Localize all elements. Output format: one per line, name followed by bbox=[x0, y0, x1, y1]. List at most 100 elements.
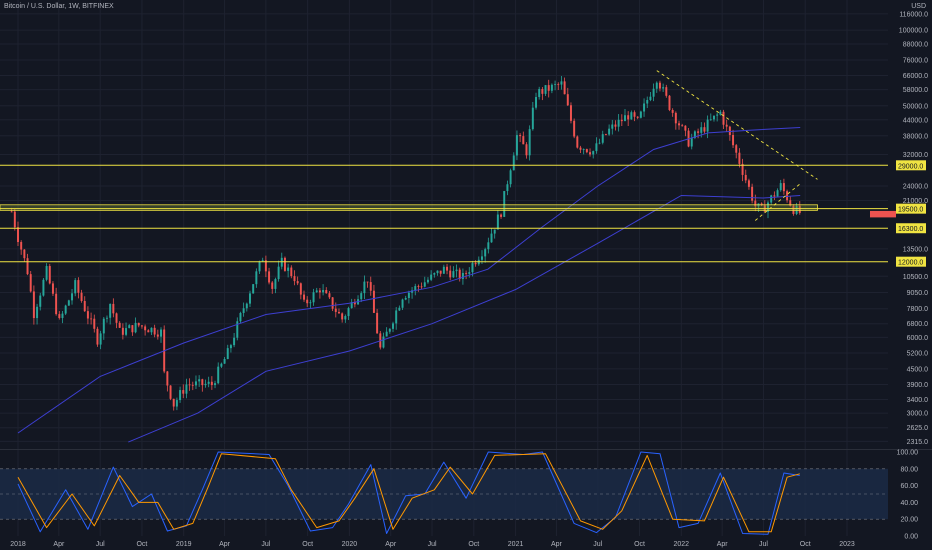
candle-body[interactable] bbox=[433, 273, 436, 275]
oscillator-line[interactable] bbox=[17, 451, 800, 535]
candle-body[interactable] bbox=[426, 279, 429, 283]
candle-body[interactable] bbox=[760, 203, 763, 206]
candle-body[interactable] bbox=[360, 293, 363, 300]
candle-body[interactable] bbox=[560, 81, 563, 85]
candle-body[interactable] bbox=[331, 297, 334, 309]
candle-body[interactable] bbox=[420, 286, 423, 288]
candle-body[interactable] bbox=[236, 321, 239, 338]
candle-body[interactable] bbox=[86, 311, 89, 319]
candle-body[interactable] bbox=[544, 85, 547, 94]
candle-body[interactable] bbox=[77, 280, 80, 293]
candle-body[interactable] bbox=[649, 96, 652, 101]
candle-body[interactable] bbox=[26, 258, 29, 275]
candle-body[interactable] bbox=[455, 269, 458, 272]
candle-body[interactable] bbox=[423, 282, 426, 287]
candle-body[interactable] bbox=[93, 318, 96, 329]
candle-body[interactable] bbox=[147, 330, 150, 333]
candle-body[interactable] bbox=[719, 111, 722, 115]
candle-body[interactable] bbox=[509, 170, 512, 185]
candle-body[interactable] bbox=[191, 384, 194, 386]
candle-body[interactable] bbox=[179, 390, 182, 401]
candle-body[interactable] bbox=[293, 276, 296, 282]
candle-body[interactable] bbox=[369, 282, 372, 291]
candle-body[interactable] bbox=[160, 329, 162, 337]
candle-body[interactable] bbox=[614, 124, 617, 127]
candle-body[interactable] bbox=[71, 293, 74, 301]
candle-body[interactable] bbox=[39, 295, 42, 307]
candle-body[interactable] bbox=[706, 119, 709, 132]
candle-body[interactable] bbox=[185, 384, 188, 394]
candle-body[interactable] bbox=[668, 95, 671, 110]
candle-body[interactable] bbox=[500, 214, 503, 217]
candle-body[interactable] bbox=[697, 131, 700, 133]
candle-body[interactable] bbox=[716, 114, 719, 116]
candle-body[interactable] bbox=[598, 142, 601, 144]
candle-body[interactable] bbox=[36, 306, 39, 319]
candle-body[interactable] bbox=[290, 267, 293, 277]
candle-body[interactable] bbox=[102, 318, 105, 334]
oscillator-line[interactable] bbox=[17, 453, 800, 533]
candle-body[interactable] bbox=[547, 85, 550, 91]
candle-body[interactable] bbox=[484, 249, 487, 257]
candle-body[interactable] bbox=[201, 379, 204, 386]
candle-body[interactable] bbox=[353, 302, 356, 305]
candle-body[interactable] bbox=[128, 325, 131, 329]
candle-body[interactable] bbox=[767, 202, 769, 212]
candle-body[interactable] bbox=[277, 266, 280, 280]
candle-body[interactable] bbox=[728, 126, 731, 136]
candle-body[interactable] bbox=[74, 280, 77, 294]
candle-body[interactable] bbox=[738, 152, 741, 164]
candle-body[interactable] bbox=[29, 274, 32, 292]
candle-body[interactable] bbox=[430, 274, 433, 280]
trendline[interactable] bbox=[755, 183, 801, 221]
candle-body[interactable] bbox=[207, 381, 210, 384]
candle-body[interactable] bbox=[112, 303, 115, 314]
candle-body[interactable] bbox=[703, 127, 706, 132]
candle-body[interactable] bbox=[446, 266, 449, 271]
candle-body[interactable] bbox=[366, 281, 369, 283]
candle-body[interactable] bbox=[496, 214, 499, 230]
candle-body[interactable] bbox=[512, 155, 515, 171]
candle-body[interactable] bbox=[99, 333, 102, 345]
candle-body[interactable] bbox=[782, 183, 785, 192]
candle-body[interactable] bbox=[17, 227, 19, 243]
candle-body[interactable] bbox=[582, 149, 585, 150]
candle-body[interactable] bbox=[795, 205, 798, 214]
candle-body[interactable] bbox=[690, 137, 693, 147]
candle-body[interactable] bbox=[67, 300, 70, 306]
candle-body[interactable] bbox=[169, 385, 172, 399]
candle-body[interactable] bbox=[96, 328, 99, 345]
candle-body[interactable] bbox=[312, 292, 315, 303]
candle-body[interactable] bbox=[786, 191, 789, 201]
candle-body[interactable] bbox=[105, 317, 108, 319]
candle-body[interactable] bbox=[252, 284, 255, 294]
candle-body[interactable] bbox=[255, 271, 258, 285]
candle-body[interactable] bbox=[48, 266, 51, 284]
candle-body[interactable] bbox=[569, 105, 572, 121]
candle-body[interactable] bbox=[188, 384, 191, 386]
candle-body[interactable] bbox=[601, 134, 604, 143]
candle-body[interactable] bbox=[363, 281, 366, 294]
candle-body[interactable] bbox=[220, 363, 223, 367]
candle-body[interactable] bbox=[754, 200, 757, 207]
moving-average-line[interactable] bbox=[128, 194, 801, 443]
candle-body[interactable] bbox=[296, 281, 299, 284]
candle-body[interactable] bbox=[271, 282, 274, 289]
candle-body[interactable] bbox=[214, 383, 217, 386]
candle-body[interactable] bbox=[385, 331, 388, 337]
candle-body[interactable] bbox=[480, 256, 483, 260]
candle-body[interactable] bbox=[388, 328, 391, 332]
candle-body[interactable] bbox=[538, 89, 541, 98]
candle-body[interactable] bbox=[725, 124, 728, 127]
candle-body[interactable] bbox=[678, 123, 681, 126]
candle-body[interactable] bbox=[744, 174, 747, 181]
candle-body[interactable] bbox=[693, 131, 696, 138]
candle-body[interactable] bbox=[655, 82, 658, 89]
candle-body[interactable] bbox=[210, 381, 213, 386]
candle-body[interactable] bbox=[442, 266, 445, 274]
candle-body[interactable] bbox=[414, 286, 417, 291]
candle-body[interactable] bbox=[223, 359, 226, 364]
candle-body[interactable] bbox=[541, 89, 544, 94]
candle-body[interactable] bbox=[328, 293, 331, 298]
candle-body[interactable] bbox=[274, 279, 277, 289]
